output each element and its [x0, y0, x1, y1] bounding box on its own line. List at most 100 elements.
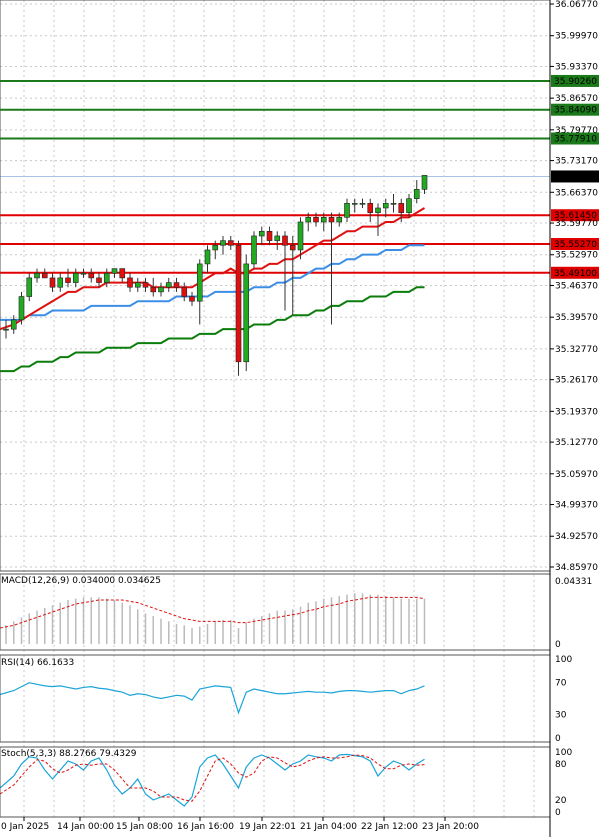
x-tick-label: 0 Jan 2025	[1, 822, 49, 832]
stoch-panel	[0, 753, 425, 807]
candle-body	[196, 263, 203, 302]
candle-body	[26, 277, 33, 297]
candle-body	[127, 277, 133, 288]
rsi-tick-label: 0	[555, 734, 561, 744]
rsi-panel	[0, 682, 425, 715]
price-tick-label: 34.92570	[555, 532, 598, 542]
x-tick-label: 22 Jan 12:00	[361, 822, 418, 832]
rsi-tick-label: 30	[555, 710, 567, 720]
candle-body	[375, 207, 381, 213]
candle-body	[336, 217, 343, 223]
stoch-tick-label: 20	[555, 796, 567, 806]
macd-tick-label: 0.04331	[555, 577, 592, 587]
candle-body	[313, 217, 319, 223]
rsi-title: RSI(14) 66.1633	[1, 658, 74, 668]
candle-body	[421, 175, 428, 190]
candle-body	[289, 244, 296, 251]
candle-body	[111, 268, 118, 274]
candle-body	[88, 272, 95, 279]
level-label: 35.84090	[554, 106, 597, 116]
price-tick-label: 35.52970	[555, 251, 598, 261]
price-panel: 35.90260 35.84090 35.77910 35.61450 35.55270…	[0, 74, 599, 376]
price-tick-label: 35.86570	[555, 94, 598, 104]
macd-signal-line	[0, 596, 425, 629]
candle-body	[119, 268, 126, 279]
candle-body	[173, 282, 180, 288]
candle-body	[282, 235, 288, 246]
level-label-box	[551, 74, 599, 87]
stoch-d-line	[0, 754, 425, 802]
level-label: 35.55270	[554, 240, 597, 250]
candle-body	[305, 217, 312, 223]
candle-body	[390, 203, 397, 205]
x-tick-label: 14 Jan 00:00	[57, 822, 114, 832]
price-tick-label: 35.46370	[555, 282, 598, 292]
candle-body	[103, 272, 110, 283]
price-tick-label: 35.79770	[555, 126, 598, 136]
candle-body	[96, 277, 102, 283]
candle-body	[142, 282, 149, 288]
level-label-box	[551, 132, 599, 145]
x-tick-label: 21 Jan 04:00	[300, 822, 357, 832]
price-tick-label: 34.85970	[555, 563, 598, 573]
candle-body	[212, 244, 219, 251]
candle-body	[251, 235, 257, 265]
stoch-k-line	[0, 753, 425, 807]
candle-body	[413, 189, 420, 199]
current-price-box	[551, 170, 599, 183]
rsi-line	[0, 682, 425, 715]
ma-red-line	[0, 207, 426, 331]
price-tick-label: 35.59770	[555, 219, 598, 229]
rsi-tick-label: 70	[555, 679, 567, 689]
x-tick-label: 23 Jan 20:00	[422, 822, 479, 832]
stoch-tick-label: 100	[555, 748, 572, 758]
price-tick-label: 35.05970	[555, 470, 598, 480]
candle-body	[406, 198, 412, 213]
price-tick-label: 35.32770	[555, 345, 598, 355]
candle-body	[65, 277, 71, 283]
price-tick-label: 34.99370	[555, 501, 598, 511]
price-tick-label: 35.73170	[555, 157, 598, 167]
level-label: 35.61450	[554, 211, 597, 221]
stoch-tick-label: 80	[555, 760, 567, 770]
price-tick-label: 35.39570	[555, 313, 598, 323]
price-tick-label: 35.93370	[555, 62, 598, 72]
level-label: 35.77910	[554, 135, 597, 145]
macd-tick-label: 0	[555, 640, 561, 650]
candle-body	[344, 203, 350, 218]
grid	[0, 0, 550, 817]
x-tick-label: 16 Jan 16:00	[177, 822, 234, 832]
candle-body	[243, 263, 250, 363]
ma-green-line	[0, 286, 425, 373]
candle-body	[382, 203, 389, 209]
candle-body	[158, 286, 164, 293]
current-price-label: 35.69764	[554, 172, 597, 182]
x-tick-label: 19 Jan 22:01	[239, 822, 296, 832]
candle-body	[3, 328, 9, 331]
price-tick-label: 35.99970	[555, 32, 598, 42]
stoch-tick-label: 0	[555, 808, 561, 818]
candle-body	[220, 240, 226, 246]
candle-body	[398, 203, 405, 213]
candle-body	[351, 203, 358, 205]
candle-body	[150, 286, 157, 293]
price-tick-label: 35.26170	[555, 376, 598, 386]
candle-body	[227, 240, 234, 246]
candle-body	[80, 272, 87, 275]
price-tick-label: 35.66370	[555, 188, 598, 198]
stoch-title: Stoch(5,3,3) 88.2766 79.4329	[1, 749, 137, 759]
candle-body	[274, 235, 281, 241]
price-tick-label: 36.06770	[555, 0, 598, 10]
candle-body	[359, 203, 366, 205]
macd-panel	[0, 593, 426, 644]
ma-blue-line	[0, 244, 425, 321]
level-label-box	[551, 238, 599, 251]
candle-body	[189, 296, 195, 302]
candle-body	[57, 277, 64, 288]
candle-body	[18, 296, 25, 321]
candle-body	[134, 282, 141, 288]
candle-body	[235, 244, 242, 363]
candle-body	[297, 221, 304, 251]
